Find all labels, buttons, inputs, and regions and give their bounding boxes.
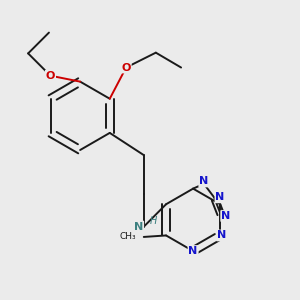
Text: O: O (122, 62, 131, 73)
Text: H: H (150, 216, 158, 226)
Text: N: N (134, 221, 143, 232)
Text: O: O (46, 71, 55, 81)
Text: N: N (215, 192, 225, 202)
Text: CH₃: CH₃ (120, 232, 136, 242)
Text: N: N (217, 230, 226, 241)
Text: N: N (188, 246, 198, 256)
Text: N: N (221, 211, 230, 221)
Text: N: N (199, 176, 208, 187)
